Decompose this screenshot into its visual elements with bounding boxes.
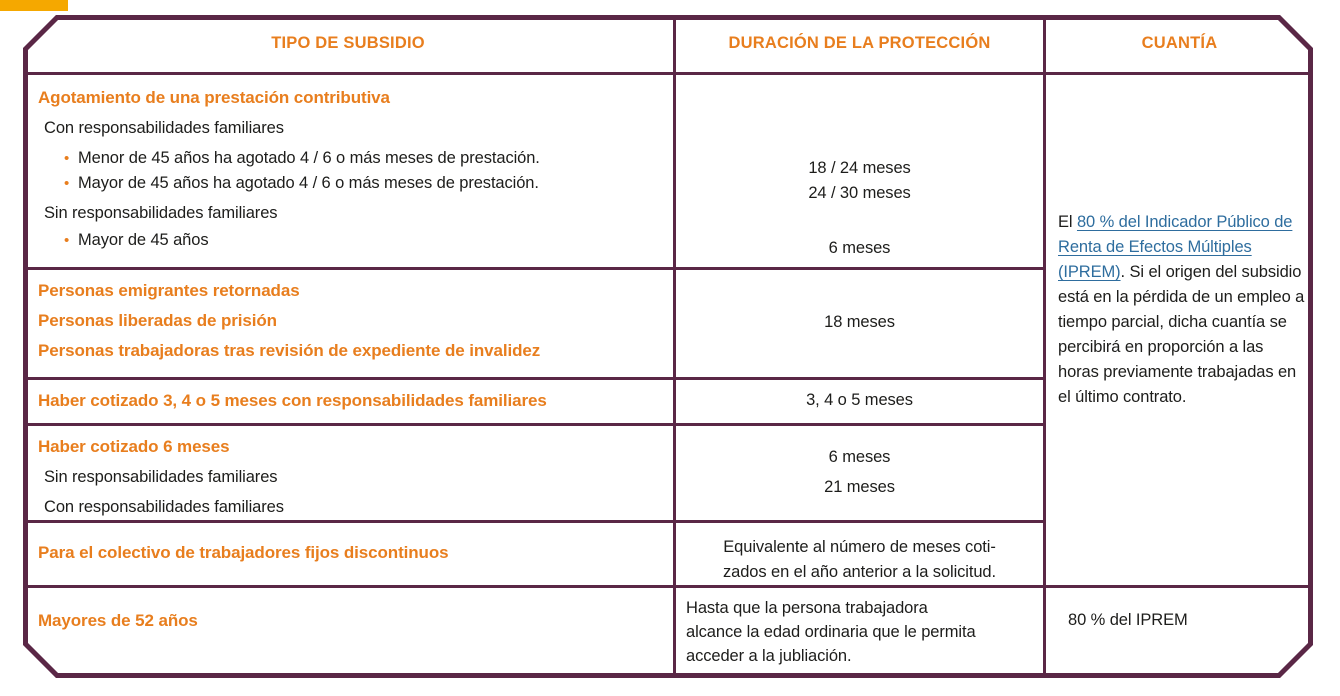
cell-agotamiento-duracion-sin: 6 meses (828, 239, 891, 257)
col-header-duracion: DURACIÓN DE LA PROTECCIÓN (676, 15, 1043, 72)
cell-fijos-duracion: Equivalente al número de meses coti- zad… (722, 538, 996, 581)
list-item: • Mayor de 45 años ha agotado 4 / 6 o má… (64, 171, 663, 196)
col-header-cuantia-label: CUANTÍA (1141, 34, 1218, 52)
divider-row1 (23, 267, 1046, 270)
bullet-icon: • (64, 150, 70, 167)
row-title: Agotamiento de una prestación contributi… (38, 88, 390, 107)
list-item-text: Menor de 45 años ha agotado 4 / 6 o más … (78, 149, 540, 167)
cell-fijos-tipo: Para el colectivo de trabajadores fijos … (38, 540, 663, 565)
subsidy-table: TIPO DE SUBSIDIO DURACIÓN DE LA PROTECCI… (23, 15, 1313, 678)
group-label: Sin responsabilidades familiares (44, 468, 278, 486)
divider-row5 (23, 585, 1313, 588)
row-title: Mayores de 52 años (38, 611, 198, 630)
list-item: • Menor de 45 años ha agotado 4 / 6 o má… (64, 146, 663, 171)
cell-cuantia-general: El 80 % del Indicador Público de Renta d… (1046, 210, 1313, 410)
divider-header (23, 72, 1313, 75)
group-label: Con responsabilidades familiares (44, 119, 284, 137)
list-item-text: Mayor de 45 años (78, 231, 209, 249)
cell-emigrantes-duracion: 18 meses (824, 313, 895, 331)
col-header-cuantia: CUANTÍA (1046, 15, 1313, 72)
cell-cotizado6-duracion: 6 meses 21 meses (824, 448, 895, 496)
row-title: Haber cotizado 6 meses (38, 437, 230, 456)
list-item-text: Mayor de 45 años ha agotado 4 / 6 o más … (78, 174, 539, 192)
col-header-duracion-label: DURACIÓN DE LA PROTECCIÓN (728, 34, 991, 52)
row-title: Para el colectivo de trabajadores fijos … (38, 543, 449, 562)
row-title: Personas trabajadoras tras revisión de e… (38, 341, 541, 360)
cuantia-suffix: . Si el origen del subsidio está en la p… (1058, 263, 1305, 406)
divider-row2 (23, 377, 1046, 380)
col-header-tipo: TIPO DE SUBSIDIO (23, 15, 673, 72)
cell-mayores52-cuantia: 80 % del IPREM (1068, 611, 1188, 629)
row-title: Personas emigrantes retornadas (38, 281, 300, 300)
bullet-icon: • (64, 175, 70, 192)
cell-cotizado345-tipo: Haber cotizado 3, 4 o 5 meses con respon… (38, 388, 663, 413)
row-title: Personas liberadas de prisión (38, 311, 277, 330)
col-header-tipo-label: TIPO DE SUBSIDIO (271, 34, 425, 52)
cell-agotamiento-duracion-familiares: 18 / 24 meses 24 / 30 meses (808, 159, 911, 202)
group-label: Sin responsabilidades familiares (44, 204, 278, 222)
row-title: Haber cotizado 3, 4 o 5 meses con respon… (38, 391, 547, 410)
list-item: • Mayor de 45 años (64, 228, 663, 253)
cell-mayores52-duracion: Hasta que la persona trabajadora alcance… (686, 599, 976, 665)
cell-mayores52-tipo: Mayores de 52 años (38, 608, 663, 633)
accent-bar (0, 0, 68, 11)
cell-cotizado345-duracion: 3, 4 o 5 meses (806, 391, 913, 409)
divider-row3 (23, 423, 1046, 426)
bullet-icon: • (64, 232, 70, 249)
cuantia-prefix: El (1058, 213, 1077, 231)
cell-agotamiento-tipo: Agotamiento de una prestación contributi… (38, 85, 663, 253)
cell-emigrantes-tipo: Personas emigrantes retornadas Personas … (38, 276, 663, 366)
group-label: Con responsabilidades familiares (44, 498, 284, 516)
cell-cotizado6-tipo: Haber cotizado 6 meses Sin responsabilid… (38, 432, 663, 522)
